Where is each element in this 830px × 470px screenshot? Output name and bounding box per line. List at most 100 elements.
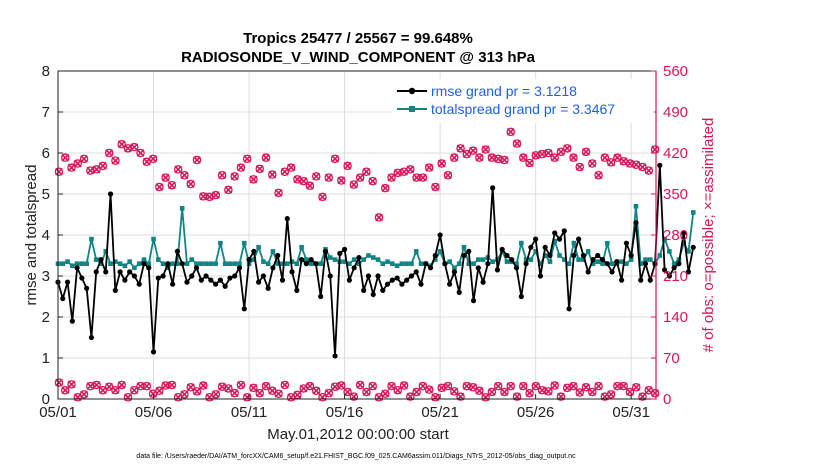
obs-possible-marker [575, 388, 584, 397]
totalspread-point [456, 261, 462, 266]
y-axis-label-right: # of obs: o=possible; ×=assimilated [700, 118, 717, 353]
obs-possible-marker [111, 156, 120, 165]
obs-count-point-low [525, 388, 534, 398]
obs-count-point [349, 180, 359, 189]
rmse-point [533, 236, 539, 242]
totalspread-point [566, 261, 572, 266]
obs-possible-marker [475, 386, 484, 396]
rmse-point [327, 273, 333, 279]
obs-count-point-low [380, 389, 390, 398]
obs-assimilated-marker [506, 382, 515, 390]
obs-count-point [280, 167, 290, 176]
obs-count-point [330, 154, 340, 164]
obs-possible-marker [261, 381, 271, 391]
obs-possible-marker [236, 163, 246, 172]
rmse-point [652, 261, 658, 267]
obs-count-point [562, 144, 572, 153]
rmse-point [318, 293, 324, 300]
x-tick-label: 05/16 [326, 404, 364, 421]
obs-count-point [575, 162, 584, 172]
obs-possible-marker [512, 392, 522, 401]
rmse-point [590, 257, 596, 263]
obs-assimilated-marker [500, 156, 509, 164]
totalspread-point [447, 259, 452, 264]
obs-possible-marker [500, 387, 509, 397]
obs-possible-marker [487, 387, 497, 397]
obs-assimilated-marker [237, 381, 245, 389]
obs-possible-marker [148, 154, 158, 164]
obs-count-point [192, 155, 202, 165]
obs-count-point [512, 139, 522, 148]
rmse-point [236, 265, 243, 271]
totalspread-point [657, 253, 663, 258]
totalspread-point [284, 261, 290, 266]
obs-possible-marker [60, 385, 70, 395]
obs-assimilated-marker [186, 180, 195, 188]
rmse-point [298, 257, 305, 263]
rmse-point [685, 269, 692, 275]
totalspread-point [170, 261, 175, 266]
obs-assimilated-marker [444, 171, 452, 180]
rmse-point [184, 279, 190, 285]
obs-assimilated-marker [456, 144, 465, 153]
obs-possible-marker [588, 387, 597, 397]
obs-count-point-low [92, 380, 101, 390]
obs-assimilated-marker [450, 153, 459, 162]
rmse-point [289, 269, 295, 275]
obs-possible-marker [506, 381, 515, 391]
obs-assimilated-marker [519, 153, 528, 162]
obs-count-point-low [311, 386, 321, 396]
rmse-point [638, 277, 644, 283]
obs-assimilated-marker [419, 382, 427, 390]
totalspread-point [595, 259, 601, 264]
y-tick-label-right: 420 [663, 145, 688, 162]
obs-count-point [199, 192, 208, 201]
obs-assimilated-marker [550, 153, 559, 162]
obs-assimilated-marker [155, 183, 164, 191]
obs-count-point [588, 159, 597, 168]
obs-assimilated-marker [387, 382, 396, 390]
obs-possible-marker [456, 144, 465, 153]
obs-possible-marker [261, 153, 271, 162]
obs-count-point [569, 153, 578, 162]
obs-count-point [581, 147, 591, 157]
obs-assimilated-marker [324, 389, 333, 398]
y-tick-label-left: 4 [42, 227, 50, 244]
rmse-point [408, 273, 415, 279]
totalspread-point [127, 259, 132, 264]
rmse-point [537, 273, 544, 279]
obs-count-point [104, 148, 114, 158]
rmse-point [112, 287, 118, 293]
rmse-point [389, 277, 395, 283]
rmse-point [375, 273, 381, 279]
obs-possible-marker [355, 380, 365, 390]
obs-possible-marker [211, 190, 221, 200]
totalspread-point [179, 206, 185, 211]
totalspread-point [208, 261, 214, 266]
obs-assimilated-marker [494, 382, 503, 390]
chart-title-line2: RADIOSONDE_V_WIND_COMPONENT @ 313 hPa [181, 49, 536, 66]
obs-count-point [274, 188, 283, 198]
obs-possible-marker [167, 380, 177, 390]
totalspread-point [113, 259, 118, 264]
obs-count-point [475, 153, 484, 162]
obs-assimilated-marker [55, 167, 63, 176]
totalspread-point [667, 249, 672, 254]
obs-assimilated-marker [425, 385, 434, 394]
obs-possible-marker [393, 168, 403, 178]
obs-possible-marker [450, 153, 459, 162]
obs-possible-marker [305, 181, 315, 191]
obs-assimilated-marker [368, 177, 377, 185]
rmse-point [518, 293, 524, 300]
obs-possible-marker [192, 387, 202, 396]
obs-assimilated-marker [255, 389, 264, 398]
rmse-point [170, 281, 176, 287]
obs-assimilated-marker [299, 177, 308, 185]
obs-count-point [387, 173, 396, 182]
legend-rmse-marker [408, 87, 416, 95]
obs-possible-marker [475, 153, 484, 162]
totalspread-point [241, 240, 247, 246]
obs-count-point-low [399, 381, 409, 390]
obs-count-point-low [324, 388, 334, 398]
totalspread-point [308, 261, 314, 266]
